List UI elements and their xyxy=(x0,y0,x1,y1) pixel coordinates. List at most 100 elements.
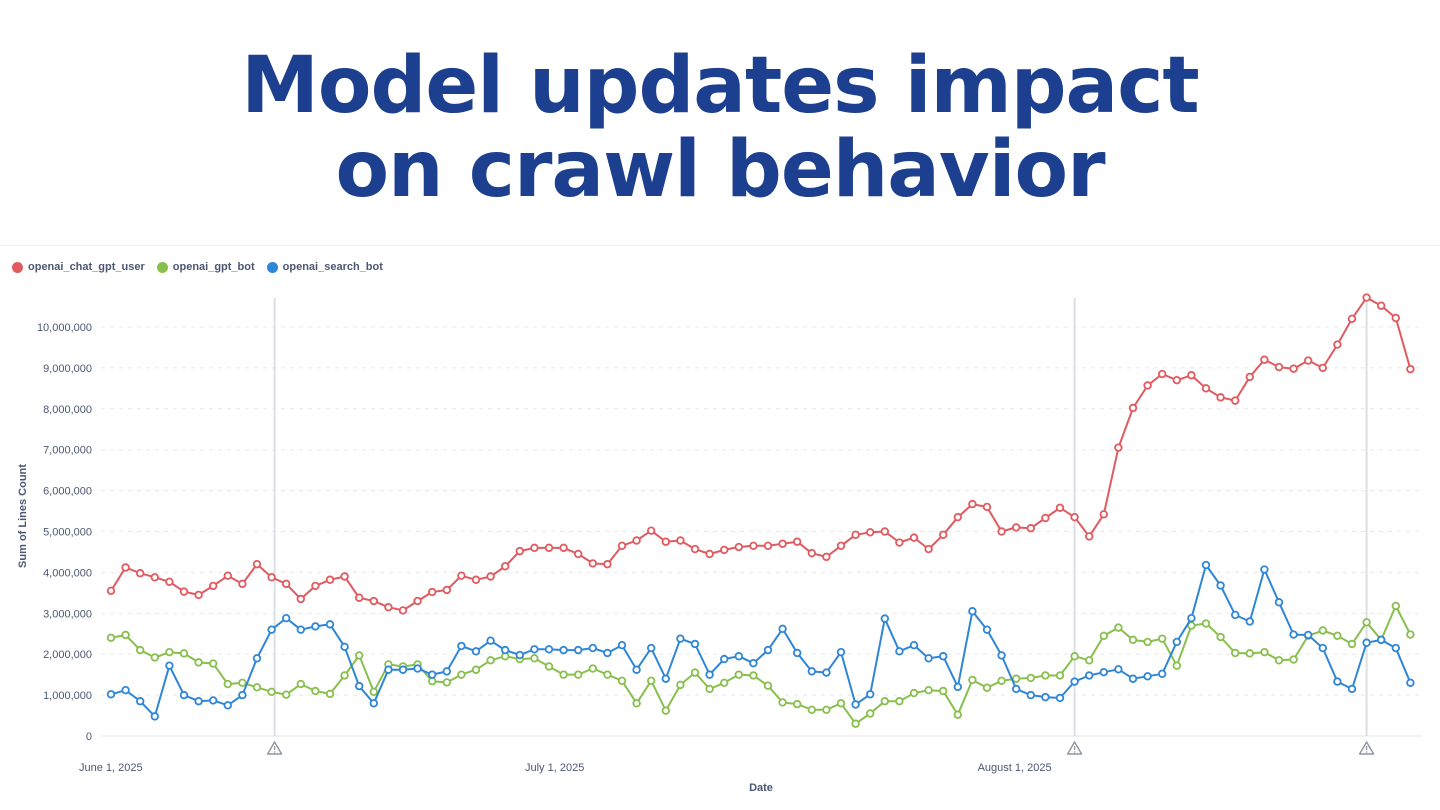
data-point[interactable] xyxy=(982,625,992,634)
data-point[interactable] xyxy=(734,670,743,679)
data-point[interactable] xyxy=(413,664,422,673)
data-point[interactable] xyxy=(1245,372,1254,382)
data-point[interactable] xyxy=(1303,356,1313,365)
data-point[interactable] xyxy=(194,658,203,667)
data-point[interactable] xyxy=(1084,532,1094,541)
data-point[interactable] xyxy=(1026,524,1035,533)
data-point[interactable] xyxy=(238,690,247,700)
data-point[interactable] xyxy=(1245,617,1254,626)
data-point[interactable] xyxy=(778,698,787,707)
data-point[interactable] xyxy=(851,700,860,709)
data-point[interactable] xyxy=(223,701,232,710)
data-point[interactable] xyxy=(311,686,320,696)
data-point[interactable] xyxy=(676,536,685,545)
data-point[interactable] xyxy=(1026,673,1035,683)
data-point[interactable] xyxy=(720,678,729,688)
data-point[interactable] xyxy=(939,530,948,539)
data-point[interactable] xyxy=(282,579,291,589)
data-point[interactable] xyxy=(428,670,437,679)
data-point[interactable] xyxy=(282,690,291,699)
data-point[interactable] xyxy=(1318,363,1327,373)
data-point[interactable] xyxy=(676,634,685,643)
data-point[interactable] xyxy=(763,645,773,655)
data-point[interactable] xyxy=(1333,677,1342,686)
data-point[interactable] xyxy=(135,697,145,706)
data-point[interactable] xyxy=(150,573,159,582)
data-point[interactable] xyxy=(866,709,875,718)
data-point[interactable] xyxy=(1230,396,1240,405)
data-point[interactable] xyxy=(924,544,933,554)
data-point[interactable] xyxy=(515,546,524,556)
data-point[interactable] xyxy=(1026,690,1035,700)
data-point[interactable] xyxy=(471,575,481,584)
data-point[interactable] xyxy=(1260,647,1269,657)
data-point[interactable] xyxy=(1157,634,1167,643)
data-point[interactable] xyxy=(515,650,524,660)
data-point[interactable] xyxy=(1041,692,1050,702)
data-point[interactable] xyxy=(267,687,276,697)
data-point[interactable] xyxy=(705,684,714,694)
data-point[interactable] xyxy=(909,641,919,650)
data-point[interactable] xyxy=(296,625,305,634)
data-point[interactable] xyxy=(311,622,320,631)
data-point[interactable] xyxy=(705,670,714,679)
data-point[interactable] xyxy=(1391,643,1400,653)
data-point[interactable] xyxy=(355,593,364,602)
data-point[interactable] xyxy=(763,541,773,551)
data-point[interactable] xyxy=(486,572,495,581)
data-point[interactable] xyxy=(836,647,846,657)
data-point[interactable] xyxy=(866,528,875,537)
data-point[interactable] xyxy=(895,647,904,656)
data-point[interactable] xyxy=(807,548,816,558)
data-point[interactable] xyxy=(822,668,831,677)
data-point[interactable] xyxy=(1362,638,1371,647)
data-point[interactable] xyxy=(369,596,378,606)
legend-item-gpt-bot[interactable]: openai_gpt_bot xyxy=(156,261,255,273)
data-point[interactable] xyxy=(1303,630,1313,640)
data-point[interactable] xyxy=(208,696,218,705)
data-point[interactable] xyxy=(880,614,889,623)
legend-item-chat-gpt-user[interactable]: openai_chat_gpt_user xyxy=(12,261,145,273)
data-point[interactable] xyxy=(705,549,714,559)
data-point[interactable] xyxy=(1070,652,1079,661)
data-point[interactable] xyxy=(997,676,1006,685)
data-point[interactable] xyxy=(340,572,349,581)
data-point[interactable] xyxy=(296,594,305,604)
data-point[interactable] xyxy=(1172,375,1181,385)
data-point[interactable] xyxy=(1230,610,1240,620)
data-point[interactable] xyxy=(895,697,904,706)
data-point[interactable] xyxy=(340,671,349,680)
data-point[interactable] xyxy=(486,656,495,665)
data-point[interactable] xyxy=(208,581,218,591)
data-point[interactable] xyxy=(807,667,816,676)
data-point[interactable] xyxy=(1201,384,1211,393)
data-point[interactable] xyxy=(632,699,641,708)
data-point[interactable] xyxy=(778,539,787,548)
data-point[interactable] xyxy=(165,661,174,670)
data-point[interactable] xyxy=(793,537,802,546)
data-point[interactable] xyxy=(428,676,437,686)
data-point[interactable] xyxy=(1012,523,1021,532)
data-point[interactable] xyxy=(1143,672,1152,681)
data-point[interactable] xyxy=(690,544,700,554)
data-point[interactable] xyxy=(121,630,130,640)
data-point[interactable] xyxy=(106,586,116,596)
data-point[interactable] xyxy=(574,670,583,679)
data-point[interactable] xyxy=(530,654,539,663)
data-point[interactable] xyxy=(1128,635,1138,645)
data-point[interactable] xyxy=(1347,639,1357,649)
data-point[interactable] xyxy=(720,545,729,555)
data-point[interactable] xyxy=(544,662,554,671)
data-point[interactable] xyxy=(384,665,393,674)
data-point[interactable] xyxy=(559,645,568,655)
data-point[interactable] xyxy=(647,526,656,535)
data-point[interactable] xyxy=(1143,381,1152,390)
data-point[interactable] xyxy=(179,587,189,596)
data-point[interactable] xyxy=(282,614,291,623)
data-point[interactable] xyxy=(442,678,451,687)
data-point[interactable] xyxy=(398,606,408,615)
data-point[interactable] xyxy=(924,654,933,663)
data-point[interactable] xyxy=(1347,314,1357,324)
data-point[interactable] xyxy=(851,719,860,728)
data-point[interactable] xyxy=(384,602,393,612)
